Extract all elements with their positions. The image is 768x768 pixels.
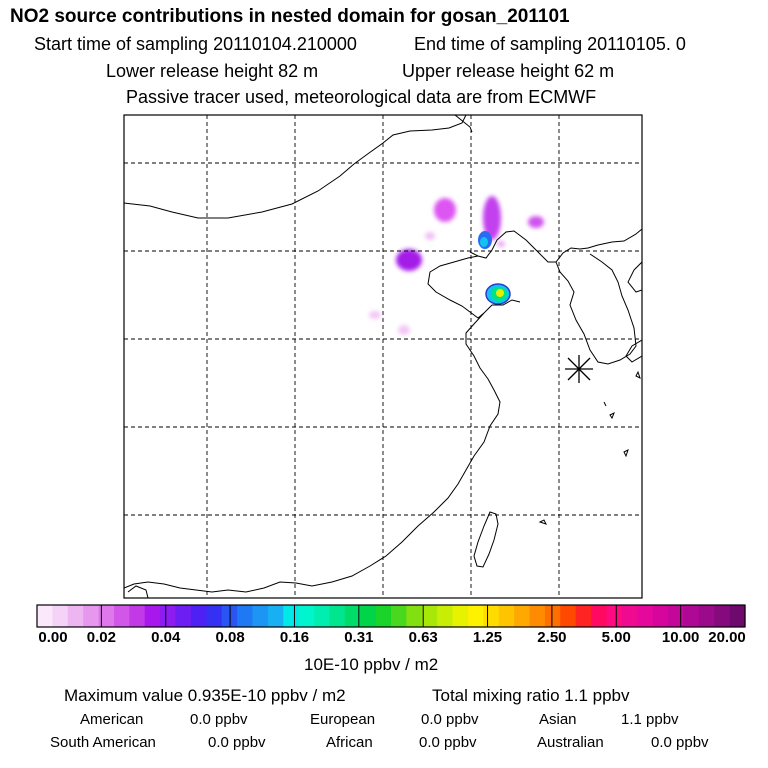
colorbar-cell [52, 605, 69, 627]
plume-blob [369, 311, 381, 319]
colorbar-frame [36, 604, 746, 628]
colorbar-cell [83, 605, 100, 627]
colorbar-cell [652, 605, 669, 627]
colorbar-cell [375, 605, 392, 627]
colorbar-cell [267, 605, 284, 627]
colorbar-tick-label: 0.31 [344, 629, 374, 646]
colorbar-cell [452, 605, 469, 627]
colorbar-cell [129, 605, 146, 627]
colorbar-tick-label: 0.00 [38, 629, 68, 646]
region-name-asian: Asian [539, 711, 577, 728]
colorbar-cell [729, 605, 746, 627]
plume-layer [369, 196, 544, 335]
plume-blob [396, 249, 422, 271]
region-name-european: European [310, 711, 376, 728]
upper-release-height: Upper release height 62 m [402, 61, 615, 81]
colorbar-cell [190, 605, 207, 627]
colorbar-cell [406, 605, 423, 627]
colorbar-cell [252, 605, 269, 627]
colorbar-cell [144, 605, 161, 627]
region-name-australian: Australian [537, 734, 604, 751]
colorbar-cell [175, 605, 192, 627]
colorbar-cell [467, 605, 484, 627]
colorbar-tick-label: 10.00 [661, 629, 700, 646]
lower-release-height: Lower release height 82 m [106, 61, 319, 81]
tracer-note: Passive tracer used, meteorological data… [126, 87, 597, 107]
coastlines [124, 115, 642, 598]
colorbar-cell [360, 605, 377, 627]
colorbar-tick-label: 0.63 [408, 629, 438, 646]
region-value-australian: 0.0 ppbv [651, 734, 709, 751]
colorbar-cell [637, 605, 654, 627]
plume-blob [528, 216, 544, 228]
colorbar-cell [314, 605, 331, 627]
colorbar-cell [160, 605, 177, 627]
plume-core-layer [478, 231, 511, 305]
colorbar-cell [391, 605, 407, 627]
colorbar-tick-label: 0.16 [279, 629, 310, 646]
colorbar-cell [483, 605, 500, 627]
colorbar-tick-label: 1.25 [472, 629, 503, 646]
map-frame [123, 114, 643, 599]
colorbar-units: 10E-10 ppbv / m2 [304, 655, 439, 674]
colorbar-cell [298, 605, 315, 627]
colorbar-cell [498, 605, 515, 627]
colorbar-cell [283, 605, 300, 627]
colorbar-cell [98, 605, 115, 627]
plume-blob [425, 232, 435, 240]
region-value-african: 0.0 ppbv [419, 734, 477, 751]
colorbar-tick-label: 0.02 [86, 629, 116, 646]
region-name-african: African [326, 734, 373, 751]
colorbar-tick-label: 0.04 [151, 629, 181, 646]
colorbar-cell [714, 605, 731, 627]
colorbar-cell [67, 605, 84, 627]
plume-blob [497, 241, 505, 247]
plume-core [496, 289, 504, 297]
region-value-european: 0.0 ppbv [421, 711, 479, 728]
colorbar-cell [421, 605, 438, 627]
colorbar-cell [206, 605, 223, 627]
region-value-american: 0.0 ppbv [190, 711, 248, 728]
colorbar-cell [237, 605, 254, 627]
colorbar-cell [329, 605, 346, 627]
plot-title: NO2 source contributions in nested domai… [10, 6, 570, 27]
maximum-value: Maximum value 0.935E-10 ppbv / m2 [64, 686, 346, 705]
plume-blob [483, 196, 501, 240]
colorbar-cell [698, 605, 715, 627]
colorbar-cell [37, 605, 53, 627]
colorbar-cell [344, 605, 361, 627]
colorbar-tick-label: 2.50 [537, 629, 567, 646]
colorbar-cell [544, 605, 561, 627]
end-time-label: End time of sampling 20110105. 0 [414, 34, 686, 54]
colorbar-cell [113, 605, 130, 627]
colorbar-cell [621, 605, 638, 627]
plume-core [480, 237, 488, 247]
colorbar-cell [683, 605, 700, 627]
colorbar-cell [529, 605, 546, 627]
lat-lon-grid [124, 115, 642, 598]
colorbar-cell [514, 605, 531, 627]
plume-blob [398, 325, 410, 335]
colorbar-cell [606, 605, 623, 627]
region-value-south-american: 0.0 ppbv [208, 734, 266, 751]
gosan-site-marker [565, 355, 593, 383]
colorbar-tick-label: 20.00 [708, 629, 746, 646]
total-mixing-ratio: Total mixing ratio 1.1 ppbv [432, 686, 630, 705]
colorbar-tick-label: 0.08 [215, 629, 245, 646]
plume-blob [434, 198, 456, 222]
colorbar-tick-label: 5.00 [601, 629, 631, 646]
colorbar-cell [437, 605, 454, 627]
start-time-label: Start time of sampling 20110104.210000 [34, 34, 357, 54]
region-value-asian: 1.1 ppbv [621, 711, 679, 728]
region-name-south-american: South American [50, 734, 156, 751]
colorbar-cell [668, 605, 685, 627]
colorbar-cell [575, 605, 592, 627]
region-name-american: American [80, 711, 144, 728]
colorbar-cell [560, 605, 577, 627]
colorbar-cell [591, 605, 608, 627]
